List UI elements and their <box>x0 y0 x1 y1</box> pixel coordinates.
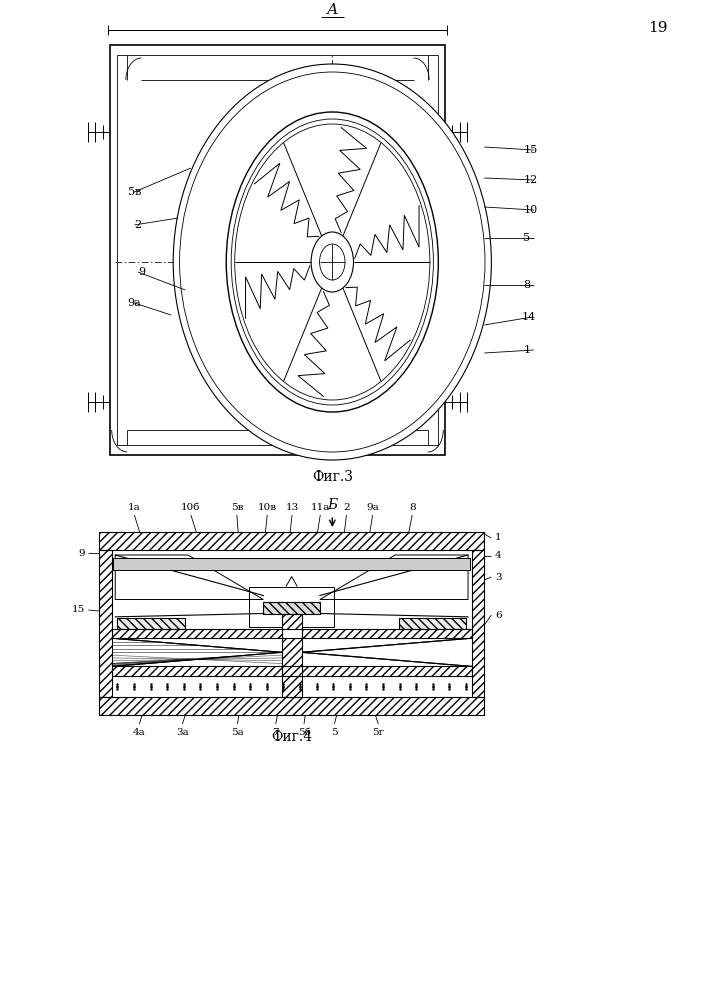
Bar <box>110 45 445 455</box>
Bar <box>113 558 470 570</box>
Text: 10: 10 <box>523 205 537 215</box>
Bar <box>249 587 334 627</box>
Bar <box>112 629 281 638</box>
Ellipse shape <box>173 64 491 460</box>
Text: 4: 4 <box>495 552 501 560</box>
Text: 6: 6 <box>495 610 501 619</box>
Text: Б: Б <box>327 498 337 512</box>
Bar <box>472 550 484 697</box>
Text: 11а: 11а <box>310 503 330 512</box>
Text: 5: 5 <box>331 728 338 737</box>
Text: 12: 12 <box>523 175 537 185</box>
Bar <box>99 697 484 715</box>
Bar <box>117 618 185 629</box>
Bar <box>112 666 472 676</box>
Ellipse shape <box>180 72 485 452</box>
Bar <box>99 697 484 715</box>
Text: 7: 7 <box>272 728 279 737</box>
Text: 9: 9 <box>138 267 145 277</box>
Bar <box>281 638 301 697</box>
Bar <box>281 638 301 697</box>
Text: 8: 8 <box>409 503 416 512</box>
Text: 15: 15 <box>71 605 85 614</box>
Text: 4а: 4а <box>133 728 146 737</box>
Bar <box>302 629 472 638</box>
Circle shape <box>320 244 345 280</box>
Text: 5г: 5г <box>372 728 385 737</box>
Bar <box>112 629 281 638</box>
Bar <box>117 618 185 629</box>
Bar <box>264 602 320 614</box>
Text: А: А <box>327 3 338 17</box>
Text: 10б: 10б <box>181 503 201 512</box>
Bar <box>117 55 438 445</box>
Text: 5б: 5б <box>298 728 310 737</box>
Text: 3а: 3а <box>176 728 189 737</box>
Text: 5а: 5а <box>231 728 244 737</box>
Text: 14: 14 <box>522 312 536 322</box>
Bar <box>472 550 484 697</box>
Text: 9а: 9а <box>128 298 141 308</box>
Text: 1: 1 <box>523 345 530 355</box>
Text: 3: 3 <box>495 572 501 582</box>
Bar <box>281 614 301 629</box>
Text: 9: 9 <box>78 548 85 558</box>
Bar <box>302 629 472 638</box>
Bar <box>99 532 484 550</box>
Circle shape <box>226 112 438 412</box>
Text: 5в: 5в <box>128 187 141 197</box>
Bar <box>99 550 112 697</box>
Text: 19: 19 <box>648 21 667 35</box>
Bar <box>112 676 472 697</box>
Bar <box>99 532 484 550</box>
Text: 1: 1 <box>495 534 501 542</box>
Text: 5в: 5в <box>230 503 243 512</box>
Bar <box>112 666 472 676</box>
Bar <box>281 614 301 629</box>
Text: 5: 5 <box>523 233 530 243</box>
Text: 15: 15 <box>523 145 537 155</box>
Text: 13: 13 <box>286 503 298 512</box>
Text: 1а: 1а <box>128 503 141 512</box>
Text: Фиг.3: Фиг.3 <box>312 470 353 484</box>
Bar <box>399 618 466 629</box>
Circle shape <box>311 232 354 292</box>
Bar <box>99 550 112 697</box>
Text: 2: 2 <box>134 220 141 230</box>
Bar <box>264 602 320 614</box>
Text: Фиг.4: Фиг.4 <box>271 730 312 744</box>
Text: 2: 2 <box>343 503 350 512</box>
Text: 8: 8 <box>523 280 530 290</box>
Text: 10в: 10в <box>257 503 277 512</box>
Text: 9а: 9а <box>366 503 379 512</box>
Bar <box>399 618 466 629</box>
